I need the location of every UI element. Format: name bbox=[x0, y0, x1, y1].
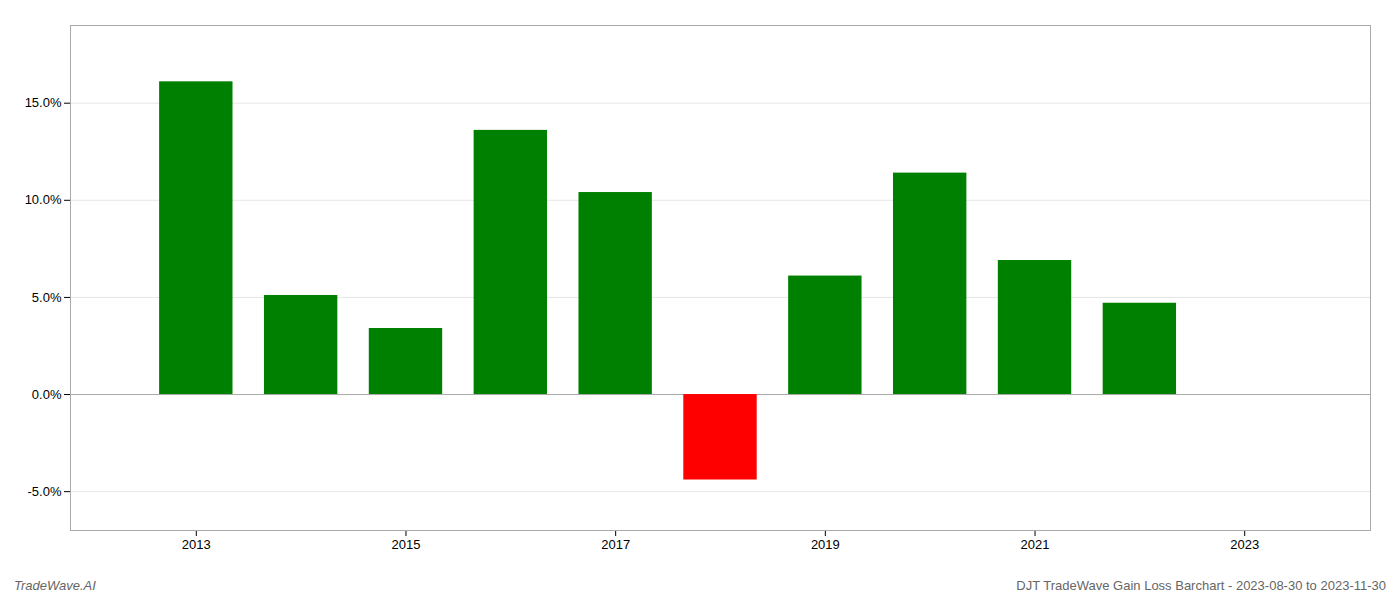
svg-text:15.0%: 15.0% bbox=[25, 95, 62, 110]
svg-text:2019: 2019 bbox=[811, 537, 840, 552]
html-text:TradeWave.AI: TradeWave.AI bbox=[14, 577, 96, 593]
svg-text:0.0%: 0.0% bbox=[32, 387, 62, 402]
svg-text:2023: 2023 bbox=[1230, 537, 1259, 552]
svg-text:2021: 2021 bbox=[1021, 537, 1050, 552]
svg-text:2017: 2017 bbox=[601, 537, 630, 552]
html-text:DJT TradeWave Gain Loss Barcha: DJT TradeWave Gain Loss Barchart - 2023-… bbox=[1016, 577, 1386, 593]
svg-text:10.0%: 10.0% bbox=[25, 192, 62, 207]
svg-text:2013: 2013 bbox=[182, 537, 211, 552]
svg-text:2015: 2015 bbox=[392, 537, 421, 552]
svg-text:5.0%: 5.0% bbox=[32, 290, 62, 305]
svg-text:-5.0%: -5.0% bbox=[28, 484, 62, 499]
